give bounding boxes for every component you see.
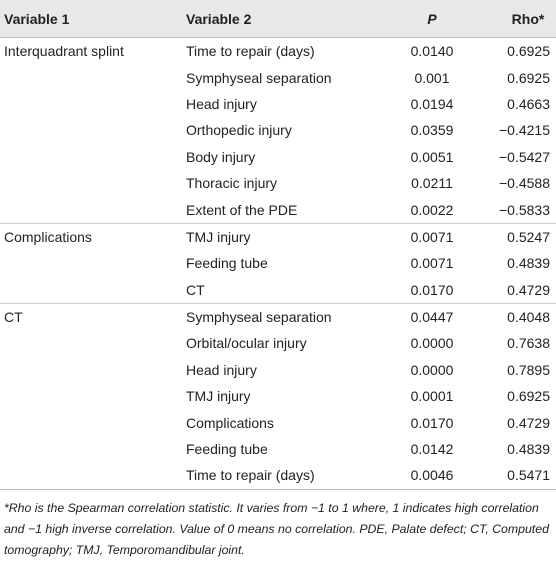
table-cell: 0.0000 [410, 361, 454, 378]
table-cell: 0.0170 [410, 281, 454, 298]
table-cell: −0.5833 [499, 201, 550, 218]
table-cell: 0.0051 [410, 148, 454, 165]
table-row: Symphyseal separation 0.001 0.6925 [0, 64, 556, 90]
table-cell: 0.7895 [507, 361, 550, 378]
table-cell: 0.0142 [410, 441, 454, 458]
table-row: Body injury 0.0051 −0.5427 [0, 144, 556, 170]
table-row: Head injury 0.0000 0.7895 [0, 357, 556, 383]
footnote: *Rho is the Spearman correlation statist… [4, 500, 549, 557]
empty-cell [0, 117, 182, 143]
table-cell: Orbital/ocular injury [186, 335, 307, 352]
table-cell: 0.4729 [507, 281, 550, 298]
table-cell: Extent of the PDE [186, 201, 298, 218]
table-cell: Time to repair (days) [186, 43, 315, 60]
table-cell: Head injury [186, 95, 257, 112]
table-cell: 0.0194 [410, 95, 454, 112]
table-row: Complications TMJ injury 0.0071 0.5247 [0, 222, 556, 251]
table-row: Interquadrant splint Time to repair (days… [0, 38, 556, 65]
table-row: TMJ injury 0.0001 0.6925 [0, 383, 556, 409]
table-row: Feeding tube 0.0071 0.4839 [0, 250, 556, 276]
empty-cell [0, 170, 182, 196]
table-cell: TMJ injury [182, 222, 388, 251]
table-row: Orbital/ocular injury 0.0000 0.7638 [0, 330, 556, 356]
table-row: Time to repair (days) 0.0046 0.5471 [0, 462, 556, 490]
table-row: CT Symphyseal separation 0.0447 0.4048 [0, 302, 556, 331]
empty-cell [0, 64, 182, 90]
table-cell: Thoracic injury [186, 175, 278, 192]
table-cell: 0.6925 [507, 43, 550, 60]
empty-cell [0, 462, 182, 490]
table-cell: 0.001 [414, 69, 450, 86]
group-label: Complications [0, 222, 182, 251]
table-cell: 0.0140 [410, 43, 454, 60]
table-row: Feeding tube 0.0142 0.4839 [0, 436, 556, 462]
table-cell: CT [186, 281, 205, 298]
table-cell: Feeding tube [186, 441, 268, 458]
header-cell: Variable 1 [0, 0, 182, 38]
table-cell: 0.0211 [411, 175, 453, 192]
empty-cell [0, 409, 182, 435]
empty-cell [0, 383, 182, 409]
group-label: Interquadrant splint [4, 43, 124, 60]
table-row: Orthopedic injury 0.0359 −0.4215 [0, 117, 556, 143]
table-cell: −0.5427 [499, 148, 550, 165]
table-body: Interquadrant splint Time to repair (days… [0, 38, 556, 490]
empty-cell [0, 250, 182, 276]
group-label: CT [0, 302, 182, 331]
table-cell: 0.0046 [388, 462, 476, 490]
table-cell: 0.4839 [507, 255, 550, 272]
table-cell: 0.0071 [410, 255, 454, 272]
table-row: Thoracic injury 0.0211 −0.4588 [0, 170, 556, 196]
table-cell: 0.4839 [507, 441, 550, 458]
table-cell: 0.0170 [410, 414, 454, 431]
table-cell: 0.6925 [507, 69, 550, 86]
table-cell: 0.6925 [507, 388, 550, 405]
table-cell: Time to repair (days) [182, 462, 388, 490]
empty-cell [0, 330, 182, 356]
header-cell: P [388, 0, 476, 38]
table-cell: 0.4048 [476, 302, 556, 331]
empty-cell [0, 357, 182, 383]
table-cell: Symphyseal separation [186, 69, 332, 86]
header-cell: Variable 2 [182, 0, 388, 38]
table-cell: 0.5471 [476, 462, 556, 490]
empty-cell [0, 277, 182, 304]
header-cell: Rho* [476, 0, 556, 38]
empty-cell [0, 91, 182, 117]
empty-cell [0, 436, 182, 462]
table-row: CT 0.0170 0.4729 [0, 277, 556, 304]
table-cell: 0.0001 [410, 388, 454, 405]
table-cell: −0.4588 [499, 175, 550, 192]
table-cell: Orthopedic injury [186, 122, 292, 139]
empty-cell [0, 196, 182, 223]
table-row: Complications 0.0170 0.4729 [0, 409, 556, 435]
table-cell: TMJ injury [186, 388, 251, 405]
empty-cell [0, 144, 182, 170]
table-cell: Head injury [186, 361, 257, 378]
table-cell: 0.4663 [507, 95, 550, 112]
header-row: Variable 1 Variable 2 P Rho* [0, 0, 556, 38]
table-cell: 0.0000 [410, 335, 454, 352]
table-cell: 0.7638 [507, 335, 550, 352]
table-cell: 0.4729 [507, 414, 550, 431]
table-cell: 0.5247 [476, 222, 556, 251]
data-table: Variable 1 Variable 2 P Rho* Interquadra… [0, 0, 556, 490]
table-row: Extent of the PDE 0.0022 −0.5833 [0, 196, 556, 223]
table-cell: Body injury [186, 148, 256, 165]
table-cell: Symphyseal separation [182, 302, 388, 331]
table-cell: Feeding tube [186, 255, 268, 272]
table-row: Head injury 0.0194 0.4663 [0, 91, 556, 117]
table-cell: 0.0359 [410, 122, 454, 139]
table-cell: 0.0447 [388, 302, 476, 331]
table-cell: −0.4215 [499, 122, 550, 139]
table-cell: Complications [186, 414, 274, 431]
table-cell: 0.0022 [410, 201, 454, 218]
table-cell: 0.0071 [388, 222, 476, 251]
